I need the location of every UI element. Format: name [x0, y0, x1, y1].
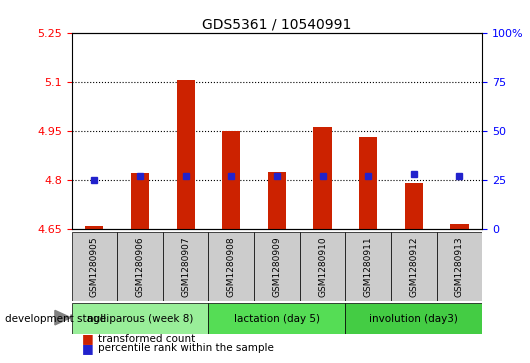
Text: GSM1280910: GSM1280910: [318, 236, 327, 297]
Bar: [359, 137, 377, 229]
Bar: [300, 232, 346, 301]
Text: GSM1280913: GSM1280913: [455, 236, 464, 297]
Bar: [208, 303, 346, 334]
Text: GSM1280909: GSM1280909: [272, 236, 281, 297]
Bar: [131, 173, 149, 229]
Text: development stage: development stage: [5, 314, 107, 324]
Bar: [208, 232, 254, 301]
Text: nulliparous (week 8): nulliparous (week 8): [87, 314, 193, 323]
Text: GSM1280908: GSM1280908: [227, 236, 236, 297]
Bar: [85, 227, 103, 229]
Bar: [391, 232, 437, 301]
Text: GSM1280911: GSM1280911: [364, 236, 373, 297]
Bar: [346, 303, 482, 334]
Bar: [254, 232, 300, 301]
Text: GSM1280912: GSM1280912: [409, 237, 418, 297]
Text: GSM1280905: GSM1280905: [90, 236, 99, 297]
Polygon shape: [55, 310, 70, 325]
Bar: [437, 232, 482, 301]
Bar: [346, 232, 391, 301]
Text: GSM1280907: GSM1280907: [181, 236, 190, 297]
Title: GDS5361 / 10540991: GDS5361 / 10540991: [202, 17, 351, 32]
Bar: [176, 80, 195, 229]
Bar: [72, 303, 208, 334]
Bar: [313, 127, 332, 229]
Bar: [222, 131, 241, 229]
Text: ■: ■: [82, 332, 94, 345]
Text: involution (day3): involution (day3): [369, 314, 458, 323]
Bar: [72, 232, 117, 301]
Bar: [117, 232, 163, 301]
Bar: [450, 224, 469, 229]
Text: lactation (day 5): lactation (day 5): [234, 314, 320, 323]
Bar: [268, 172, 286, 229]
Bar: [405, 183, 423, 229]
Text: transformed count: transformed count: [98, 334, 195, 344]
Bar: [163, 232, 208, 301]
Text: GSM1280906: GSM1280906: [136, 236, 145, 297]
Text: percentile rank within the sample: percentile rank within the sample: [98, 343, 274, 354]
Text: ■: ■: [82, 342, 94, 355]
